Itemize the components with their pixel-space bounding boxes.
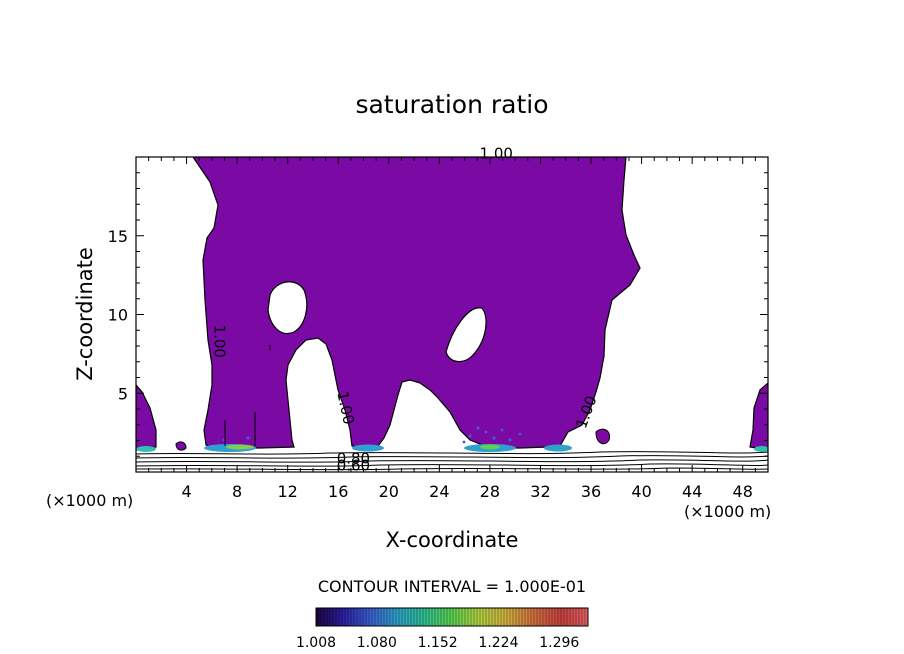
supersaturation-region-left-edge [136, 384, 157, 451]
small-blob [175, 441, 187, 451]
x-tick-label: 24 [429, 482, 449, 501]
x-tick-label: 40 [631, 482, 651, 501]
chart-title: saturation ratio [355, 90, 548, 119]
x-tick-label: 32 [530, 482, 550, 501]
colorbar-tick-label: 1.152 [418, 635, 458, 651]
colorbar-gradient [316, 608, 588, 626]
colorbar-tick-label: 1.296 [539, 635, 579, 651]
x-unit-label-right: (×1000 m) [684, 502, 771, 521]
supersaturation-region-main [192, 157, 641, 449]
x-tick-label: 8 [232, 482, 242, 501]
x-tick-label: 44 [682, 482, 702, 501]
x-tick-label: 4 [181, 482, 191, 501]
x-unit-label-left: (×1000 m) [46, 491, 133, 510]
colorbar-tick-label: 1.224 [478, 635, 518, 651]
x-tick-label: 36 [581, 482, 601, 501]
supersaturation-region-right-edge [749, 382, 768, 451]
colorbar [315, 607, 589, 627]
colorbar-frame [315, 607, 589, 627]
contour-label: 0.80 [337, 449, 370, 467]
contour-interval-text: CONTOUR INTERVAL = 1.000E-01 [318, 577, 586, 596]
surface-peaks [136, 426, 768, 452]
vertical-contour-marks [224, 345, 271, 446]
contour-label: 0.60 [337, 456, 370, 474]
surface-contour-lines [136, 451, 768, 471]
x-tick-label: 28 [480, 482, 500, 501]
x-tick-label: 48 [733, 482, 753, 501]
x-tick-label: 16 [328, 482, 348, 501]
y-tick-label: 5 [118, 384, 128, 403]
x-axis-label: X-coordinate [386, 528, 519, 552]
small-blob [595, 428, 611, 445]
colorbar-labels: 1.008 1.080 1.152 1.224 1.296 [296, 635, 579, 651]
contour-label: 1.00 [480, 145, 513, 163]
y-tick-label: 10 [108, 306, 128, 325]
colorbar-tick-label: 1.080 [357, 635, 397, 651]
plot-area [136, 157, 768, 472]
colorbar-tick-label: 1.008 [296, 635, 336, 651]
contour-label: 1.00 [210, 325, 228, 358]
colorbar-stripes [317, 608, 586, 626]
y-axis-label: Z-coordinate [73, 247, 97, 381]
x-tick-label: 12 [278, 482, 298, 501]
y-tick-label: 15 [108, 227, 128, 246]
x-tick-label: 20 [379, 482, 399, 501]
